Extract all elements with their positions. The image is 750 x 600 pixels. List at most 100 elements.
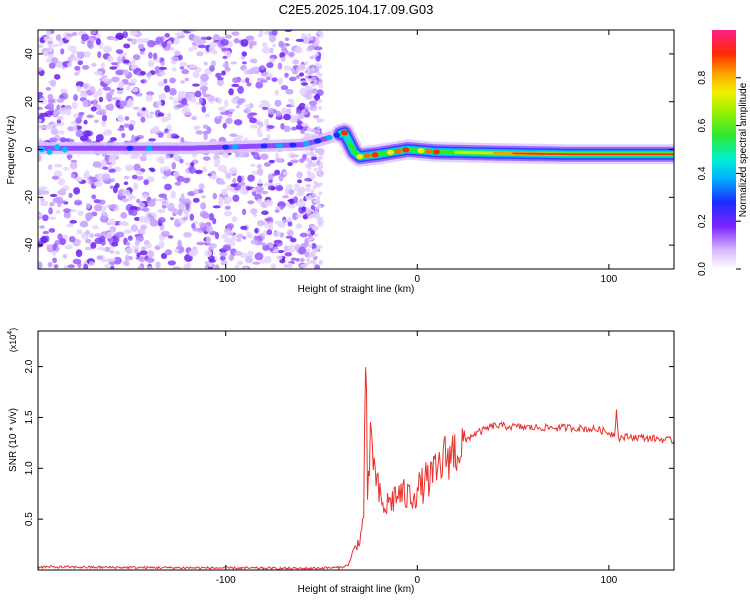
- spectrogram-noise-blob: [222, 244, 231, 251]
- spectrogram-noise-blob: [124, 254, 130, 262]
- spectrogram-noise-blob: [307, 45, 315, 51]
- spectrogram-noise-blob: [107, 165, 113, 170]
- ridge-hotspot: [260, 143, 268, 149]
- spectrogram-noise-blob: [161, 175, 168, 180]
- spectrogram-noise-blob: [84, 246, 93, 251]
- spectrogram-noise-blob: [265, 76, 271, 81]
- spectrogram-noise-blob: [285, 88, 294, 95]
- spectrogram-noise-blob: [256, 126, 262, 135]
- ridge-hotspot: [54, 144, 61, 151]
- spectrogram-noise-blob: [39, 112, 49, 117]
- spectrogram-noise-blob: [84, 212, 94, 220]
- spectrogram-noise-blob: [304, 177, 312, 182]
- spectrogram-noise-blob: [231, 234, 237, 242]
- spectrogram-noise-blob: [218, 199, 224, 207]
- spectrogram-noise-blob: [148, 51, 153, 59]
- spectrogram-noise-blob: [148, 138, 156, 142]
- spectrogram-noise-blob: [115, 231, 125, 238]
- spectrogram-noise-blob: [101, 247, 107, 251]
- spectrogram-noise-blob: [169, 77, 176, 84]
- spectrogram-noise-blob: [173, 171, 180, 177]
- spectrogram-noise-blob: [278, 40, 285, 48]
- spectrogram-noise-blob: [207, 266, 213, 269]
- spectrogram-noise-blob: [106, 231, 113, 239]
- spectrogram-noise-blob: [57, 130, 65, 135]
- spectrogram-noise-blob: [164, 183, 172, 191]
- snr-x-label: Height of straight line (km): [298, 584, 415, 595]
- spectrogram-noise-blob: [256, 164, 262, 169]
- y-tick-label: -40: [24, 237, 35, 252]
- spectrogram-noise-blob: [201, 105, 207, 113]
- spectrogram-noise-blob: [306, 157, 311, 162]
- spectrogram-noise-blob: [137, 175, 144, 181]
- spectrogram-noise-blob: [258, 178, 263, 185]
- spectrogram-noise-blob: [212, 205, 222, 209]
- spectrogram-noise-blob: [85, 238, 92, 244]
- spectrogram-noise-blob: [183, 263, 190, 269]
- spectrogram-noise-blob: [82, 99, 89, 108]
- spectrogram-noise-blob: [126, 241, 131, 247]
- spectrogram-noise-blob: [238, 181, 246, 187]
- spectrogram-noise-blob: [174, 181, 182, 186]
- spectrogram-noise-blob: [221, 47, 230, 51]
- spectrogram-noise-blob: [38, 261, 43, 269]
- ridge-hotspot: [145, 145, 153, 151]
- spectrogram-noise-blob: [284, 30, 293, 33]
- spectrogram-noise-blob: [191, 45, 198, 51]
- spectrogram-noise-blob: [109, 88, 115, 94]
- spectrogram-noise-blob: [217, 97, 222, 105]
- spectrogram-noise-blob: [70, 173, 76, 179]
- spectrogram-noise-blob: [273, 109, 278, 114]
- spectrogram-noise-blob: [69, 162, 78, 170]
- spectrogram-noise-blob: [82, 83, 89, 89]
- spectrogram-noise-blob: [215, 72, 222, 79]
- spectrogram-noise-blob: [280, 56, 286, 62]
- spectrogram-noise-blob: [86, 202, 91, 210]
- spectrogram-noise-blob: [305, 38, 310, 43]
- spectrogram-noise-blob: [235, 151, 241, 158]
- spectrogram-noise-blob: [308, 89, 318, 94]
- x-tick-label: 100: [601, 575, 618, 586]
- ridge-hotspot: [371, 152, 379, 158]
- colorbar-tick-label: 0.8: [697, 70, 708, 84]
- spectrogram-noise-blob: [149, 111, 155, 115]
- spectrogram-x-label: Height of straight line (km): [298, 284, 415, 295]
- spectrogram-noise-blob: [314, 40, 319, 45]
- spectrogram-noise-blob: [198, 97, 204, 104]
- spectrogram-noise-blob: [109, 66, 118, 70]
- spectrogram-noise-blob: [146, 266, 153, 269]
- spectrogram-noise-blob: [244, 104, 253, 108]
- spectrogram-noise-blob: [314, 226, 319, 231]
- y-tick-label: -20: [24, 190, 35, 205]
- spectrogram-noise-blob: [230, 183, 238, 188]
- ridge-hotspot: [402, 147, 410, 153]
- spectrogram-noise-blob: [73, 199, 83, 206]
- spectrogram-noise-blob: [284, 252, 293, 257]
- spectrogram-noise-blob: [81, 65, 90, 70]
- spectrogram-noise-blob: [216, 78, 224, 87]
- spectrogram-noise-blob: [108, 218, 116, 226]
- spectrogram-noise-blob: [143, 179, 149, 186]
- spectrogram-noise-blob: [271, 43, 277, 48]
- spectrogram-noise-blob: [295, 38, 304, 43]
- spectrogram-noise-blob: [147, 60, 155, 68]
- spectrogram-noise-blob: [46, 102, 55, 109]
- spectrogram-noise-blob: [86, 40, 93, 48]
- spectrogram-noise-blob: [254, 252, 264, 261]
- spectrogram-noise-blob: [38, 124, 45, 130]
- spectrogram-noise-blob: [293, 196, 298, 204]
- spectrogram-noise-blob: [123, 181, 129, 186]
- spectrogram-noise-blob: [309, 215, 314, 220]
- spectrogram-noise-blob: [318, 72, 323, 77]
- spectrogram-noise-blob: [90, 106, 97, 112]
- spectrogram-noise-blob: [290, 154, 299, 158]
- spectrogram-noise-blob: [260, 259, 266, 264]
- spectrogram-noise-blob: [59, 188, 67, 196]
- spectrogram-noise-blob: [224, 99, 229, 108]
- spectrogram-noise-blob: [181, 98, 188, 105]
- spectrogram-noise-blob: [307, 33, 312, 38]
- spectrogram-noise-blob: [100, 159, 107, 166]
- spectrogram-noise-blob: [40, 196, 45, 203]
- spectrogram-noise-blob: [248, 117, 257, 124]
- spectrogram-noise-blob: [296, 74, 301, 79]
